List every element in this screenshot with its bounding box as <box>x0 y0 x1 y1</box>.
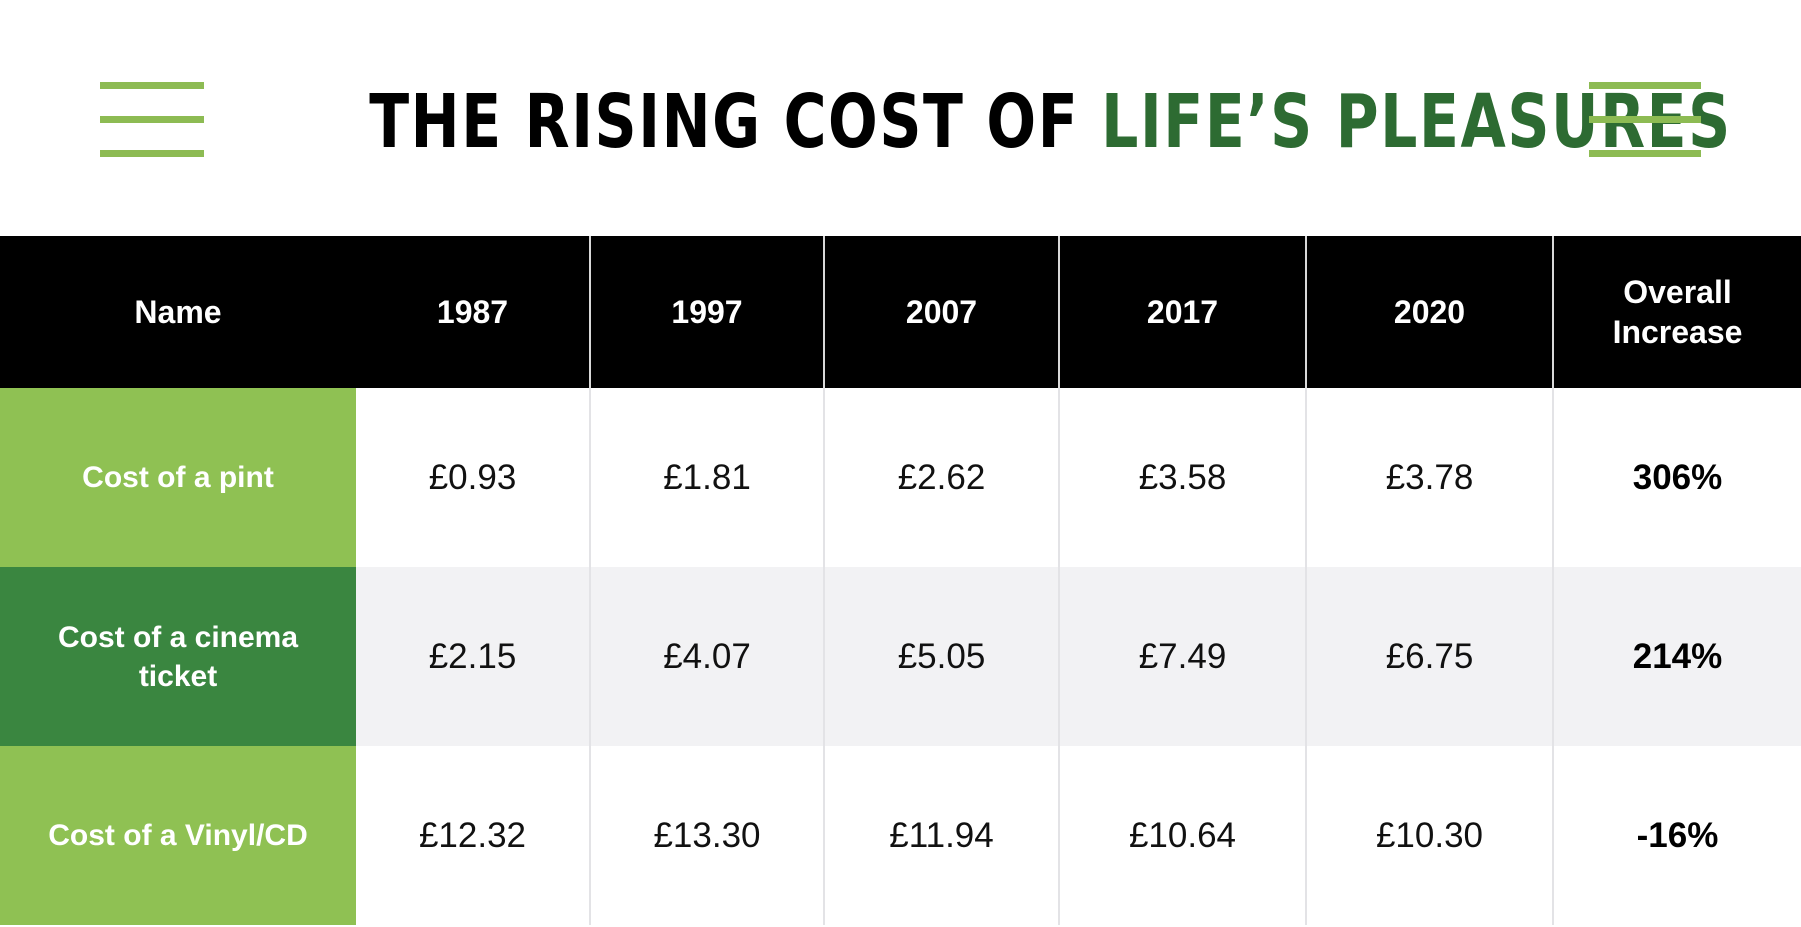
cell-overall-increase: 214% <box>1552 567 1801 746</box>
cost-table: Name 1987 1997 2007 2017 2020 Overall In… <box>0 236 1801 925</box>
column-header-1997: 1997 <box>589 236 824 388</box>
table-row: Cost of a Vinyl/CD £12.32 £13.30 £11.94 … <box>0 746 1801 925</box>
row-label-pint: Cost of a pint <box>0 388 356 567</box>
table-row: Cost of a cinema ticket £2.15 £4.07 £5.0… <box>0 567 1801 746</box>
column-header-2020: 2020 <box>1305 236 1553 388</box>
cell-value: £1.81 <box>589 388 824 567</box>
cell-value: £0.93 <box>356 388 590 567</box>
decorative-line <box>1589 150 1701 157</box>
cell-overall-increase: -16% <box>1552 746 1801 925</box>
column-header-name: Name <box>0 236 356 388</box>
cell-value: £5.05 <box>823 567 1059 746</box>
cell-value: £6.75 <box>1305 567 1553 746</box>
cell-value: £3.78 <box>1305 388 1553 567</box>
title-banner: THE RISING COST OF LIFE’S PLEASURES <box>0 0 1801 236</box>
decorative-line <box>1589 82 1701 89</box>
cell-value: £3.58 <box>1058 388 1306 567</box>
row-label-vinyl-cd: Cost of a Vinyl/CD <box>0 746 356 925</box>
table-header-row: Name 1987 1997 2007 2017 2020 Overall In… <box>0 236 1801 388</box>
decorative-lines-right <box>1589 82 1701 160</box>
column-header-overall-increase: Overall Increase <box>1552 236 1801 388</box>
row-label-cinema-ticket: Cost of a cinema ticket <box>0 567 356 746</box>
decorative-line <box>100 150 204 157</box>
cell-value: £12.32 <box>356 746 590 925</box>
column-header-2007: 2007 <box>823 236 1059 388</box>
title-part-1: THE RISING COST OF <box>369 79 1080 165</box>
cell-value: £10.64 <box>1058 746 1306 925</box>
decorative-line <box>100 116 204 123</box>
column-header-1987: 1987 <box>356 236 590 388</box>
cell-value: £11.94 <box>823 746 1059 925</box>
cell-overall-increase: 306% <box>1552 388 1801 567</box>
cell-value: £4.07 <box>589 567 824 746</box>
page-title: THE RISING COST OF LIFE’S PLEASURES <box>369 72 1730 172</box>
cell-value: £2.62 <box>823 388 1059 567</box>
decorative-line <box>1589 116 1701 123</box>
decorative-lines-left <box>100 82 204 160</box>
column-header-2017: 2017 <box>1058 236 1306 388</box>
cell-value: £13.30 <box>589 746 824 925</box>
cell-value: £7.49 <box>1058 567 1306 746</box>
cell-value: £10.30 <box>1305 746 1553 925</box>
decorative-line <box>100 82 204 89</box>
table-row: Cost of a pint £0.93 £1.81 £2.62 £3.58 £… <box>0 388 1801 567</box>
cell-value: £2.15 <box>356 567 590 746</box>
